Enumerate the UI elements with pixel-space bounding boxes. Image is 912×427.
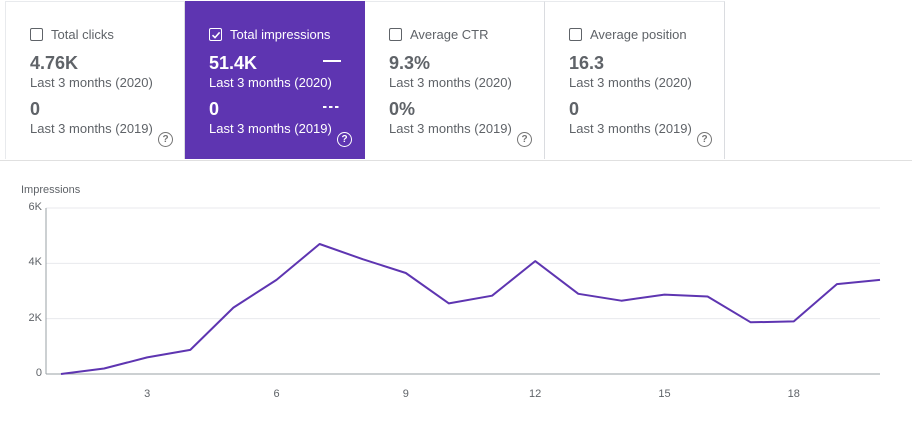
card-value-previous: 0 — [209, 99, 220, 119]
card-header: Total clicks — [30, 27, 114, 42]
card-period-current: Last 3 months (2020) — [30, 75, 153, 90]
checkbox-unchecked-icon[interactable] — [30, 28, 43, 41]
card-label: Total impressions — [230, 27, 331, 42]
x-tick-label: 12 — [529, 388, 542, 400]
data-point[interactable] — [101, 365, 107, 371]
card-header: Average CTR — [389, 27, 489, 42]
metric-cards: Total clicks 4.76K Last 3 months (2020) … — [5, 1, 725, 159]
data-point[interactable] — [144, 354, 150, 360]
legend-solid-line-icon — [323, 60, 341, 62]
series-line-impressions[interactable] — [60, 243, 881, 375]
checkbox-checked-icon[interactable] — [209, 28, 222, 41]
section-divider — [0, 160, 912, 161]
data-point[interactable] — [489, 293, 495, 299]
data-point[interactable] — [791, 318, 797, 324]
data-point[interactable] — [446, 300, 452, 306]
card-value-previous: 0% — [389, 99, 416, 119]
card-average-ctr[interactable]: Average CTR 9.3% Last 3 months (2020) 0%… — [365, 1, 545, 159]
x-tick-label: 9 — [402, 388, 409, 400]
data-point[interactable] — [360, 256, 366, 262]
x-tick-label: 6 — [273, 388, 280, 400]
data-point[interactable] — [187, 347, 193, 353]
data-point[interactable] — [705, 294, 711, 300]
card-period-previous: Last 3 months (2019) — [389, 121, 512, 136]
card-period-previous: Last 3 months (2019) — [30, 121, 153, 136]
card-value-current: 4.76K — [30, 53, 79, 73]
x-tick-label: 18 — [787, 388, 800, 400]
checkbox-unchecked-icon[interactable] — [569, 28, 582, 41]
card-value-current: 16.3 — [569, 53, 605, 73]
card-label: Average position — [590, 27, 687, 42]
help-icon[interactable]: ? — [337, 132, 352, 147]
card-total-clicks[interactable]: Total clicks 4.76K Last 3 months (2020) … — [5, 1, 185, 159]
help-icon[interactable]: ? — [697, 132, 712, 147]
data-point[interactable] — [618, 298, 624, 304]
data-point[interactable] — [317, 241, 323, 247]
data-point[interactable] — [834, 281, 840, 287]
card-period-previous: Last 3 months (2019) — [569, 121, 692, 136]
card-value-current: 51.4K — [209, 53, 258, 73]
x-tick-label: 15 — [658, 388, 671, 400]
card-period-previous: Last 3 months (2019) — [209, 121, 332, 136]
card-value-previous: 0 — [569, 99, 580, 119]
data-point[interactable] — [748, 319, 754, 325]
card-label: Average CTR — [410, 27, 489, 42]
card-label: Total clicks — [51, 27, 114, 42]
data-point[interactable] — [877, 277, 883, 283]
data-point[interactable] — [403, 270, 409, 276]
card-period-current: Last 3 months (2020) — [209, 75, 332, 90]
card-total-impressions[interactable]: Total impressions 51.4K Last 3 months (2… — [185, 1, 365, 159]
card-period-current: Last 3 months (2020) — [389, 75, 512, 90]
help-icon[interactable]: ? — [517, 132, 532, 147]
checkbox-unchecked-icon[interactable] — [389, 28, 402, 41]
data-point[interactable] — [274, 277, 280, 283]
data-point[interactable] — [230, 305, 236, 311]
card-header: Total impressions — [209, 27, 330, 42]
card-value-current: 9.3% — [389, 53, 431, 73]
data-point[interactable] — [532, 258, 538, 264]
help-icon[interactable]: ? — [158, 132, 173, 147]
y-tick-label: 2K — [28, 311, 42, 324]
y-tick-label: 4K — [28, 256, 42, 269]
card-period-current: Last 3 months (2020) — [569, 75, 692, 90]
card-average-position[interactable]: Average position 16.3 Last 3 months (202… — [545, 1, 725, 159]
legend-dashed-line-icon — [323, 106, 341, 108]
y-tick-label: 0 — [35, 367, 42, 379]
card-header: Average position — [569, 27, 687, 42]
x-tick-label: 3 — [144, 388, 151, 400]
card-value-previous: 0 — [30, 99, 41, 119]
data-point[interactable] — [575, 291, 581, 297]
data-point[interactable] — [661, 292, 667, 298]
data-point[interactable] — [58, 371, 64, 377]
y-tick-label: 6K — [28, 201, 42, 213]
chart-title: Impressions — [21, 184, 81, 196]
